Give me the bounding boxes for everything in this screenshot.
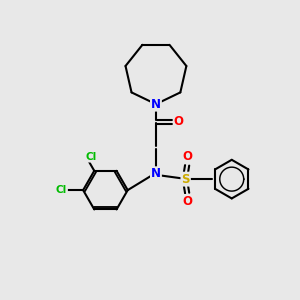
Text: O: O [182,195,192,208]
Text: O: O [174,115,184,128]
Text: O: O [182,150,192,163]
Text: N: N [151,167,161,180]
Text: N: N [151,98,161,111]
Text: Cl: Cl [86,152,97,162]
Text: Cl: Cl [56,185,67,195]
Text: S: S [182,172,190,186]
